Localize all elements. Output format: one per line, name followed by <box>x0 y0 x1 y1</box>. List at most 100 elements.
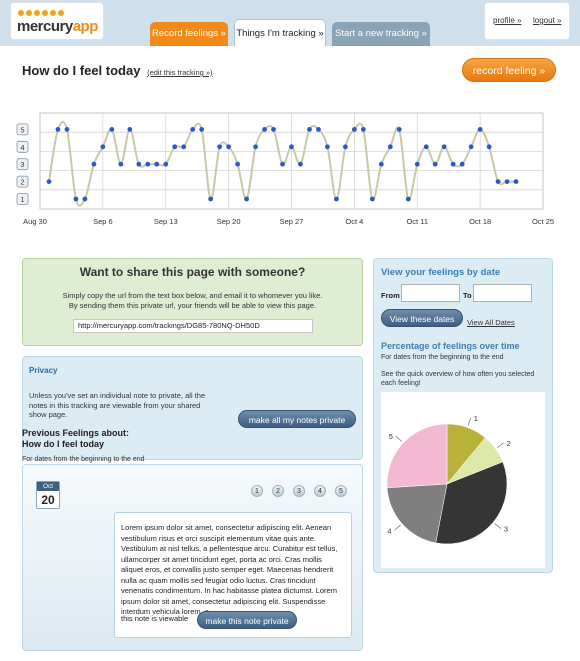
share-url-field[interactable]: http://mercuryapp.com/trackings/DG85-780… <box>73 319 313 333</box>
chart-data-point[interactable] <box>244 196 249 202</box>
calendar-icon: Oct 20 <box>36 481 60 509</box>
feelings-pie-chart: 1 2 3 4 5 <box>386 414 511 545</box>
rating-2-button[interactable]: 2 <box>272 485 284 497</box>
from-label: From <box>381 291 400 300</box>
view-all-dates-link[interactable]: View All Dates <box>467 318 515 327</box>
chart-data-point[interactable] <box>145 161 151 167</box>
chart-data-point[interactable] <box>423 144 429 150</box>
rating-1-button[interactable]: 1 <box>251 485 263 497</box>
chart-data-point[interactable] <box>504 179 510 184</box>
tab-start-new-tracking[interactable]: Start a new tracking » <box>332 22 430 46</box>
chart-x-tick-label: Sep 6 <box>93 217 113 226</box>
chart-data-point[interactable] <box>378 161 384 167</box>
chart-data-point[interactable] <box>486 144 492 150</box>
chart-data-point[interactable] <box>298 161 303 167</box>
edit-tracking-link[interactable]: (edit this tracking ») <box>147 68 213 77</box>
chart-data-point[interactable] <box>289 144 294 150</box>
make-note-private-button[interactable]: make this note private <box>197 611 297 629</box>
chart-data-point[interactable] <box>91 161 97 167</box>
chart-data-point[interactable] <box>208 196 214 202</box>
chart-data-point[interactable] <box>334 196 339 202</box>
chart-data-point[interactable] <box>405 196 411 202</box>
pie-label-leader <box>494 523 502 529</box>
pie-label-leader <box>395 435 403 442</box>
chart-data-point[interactable] <box>432 161 438 167</box>
chart-data-point[interactable] <box>271 127 276 132</box>
rating-5-button[interactable]: 5 <box>335 485 347 497</box>
chart-data-point[interactable] <box>127 127 133 132</box>
account-box: profile » logout » <box>484 2 570 40</box>
pie-label-leader <box>467 418 471 426</box>
chart-data-point[interactable] <box>369 196 375 202</box>
chart-data-point[interactable] <box>235 161 241 167</box>
privacy-panel: Privacy Unless you've set an individual … <box>22 356 363 460</box>
chart-data-point[interactable] <box>64 127 70 132</box>
chart-data-point[interactable] <box>387 144 393 150</box>
tracking-title: How do I feel today <box>22 63 141 78</box>
pie-label: 1 <box>474 414 478 423</box>
chart-data-point[interactable] <box>181 144 187 150</box>
profile-link[interactable]: profile » <box>493 16 522 25</box>
rating-3-button[interactable]: 3 <box>293 485 305 497</box>
mercuryapp-logo[interactable]: mercuryapp <box>10 2 104 40</box>
chart-data-point[interactable] <box>513 179 519 184</box>
chart-data-point[interactable] <box>73 196 79 202</box>
from-date-input[interactable] <box>401 284 460 302</box>
to-label: To <box>463 291 472 300</box>
chart-data-point[interactable] <box>351 127 357 132</box>
chart-data-point[interactable] <box>226 144 232 150</box>
chart-data-point[interactable] <box>136 161 142 167</box>
chart-x-tick-label: Sep 13 <box>154 217 178 226</box>
percentage-description: See the quick overview of how often you … <box>381 371 535 387</box>
chart-data-point[interactable] <box>55 127 61 132</box>
chart-data-point[interactable] <box>262 127 267 132</box>
rating-4-button[interactable]: 4 <box>314 485 326 497</box>
pie-label-leader <box>394 524 401 531</box>
chart-data-point[interactable] <box>154 161 160 167</box>
chart-data-point[interactable] <box>495 179 501 184</box>
feelings-line-chart: Aug 30 Sep 6 Sep 13 Sep 20 Sep 27 Oct 4 Oct 11… <box>16 112 554 226</box>
chart-data-point[interactable] <box>459 161 465 167</box>
chart-data-point[interactable] <box>316 127 321 132</box>
chart-data-point[interactable] <box>468 144 474 150</box>
chart-data-point[interactable] <box>342 144 348 150</box>
chart-data-point[interactable] <box>46 179 52 184</box>
calendar-day: 20 <box>41 493 55 507</box>
pie-chart-container: 1 2 3 4 5 <box>381 392 545 568</box>
chart-data-point[interactable] <box>82 196 88 202</box>
chart-y-tick-label: 2 <box>20 178 24 187</box>
pie-label: 5 <box>389 432 393 441</box>
to-date-input[interactable] <box>473 284 532 302</box>
chart-data-point[interactable] <box>280 161 285 167</box>
chart-data-point[interactable] <box>100 144 106 150</box>
logo-word-mercury: mercury <box>17 18 73 35</box>
main-content: How do I feel today (edit this tracking … <box>0 46 580 661</box>
chart-data-point[interactable] <box>325 144 330 150</box>
chart-data-point[interactable] <box>477 127 483 132</box>
chart-x-tick-label: Sep 20 <box>217 217 241 226</box>
percentage-subtitle: For dates from the beginning to the end <box>381 354 504 361</box>
tab-things-tracking[interactable]: Things I'm tracking » <box>234 19 326 47</box>
chart-data-point[interactable] <box>450 161 456 167</box>
view-these-dates-button[interactable]: View these dates <box>381 309 463 327</box>
chart-data-point[interactable] <box>414 161 420 167</box>
chart-data-point[interactable] <box>217 144 223 150</box>
chart-data-point[interactable] <box>199 127 205 132</box>
chart-data-point[interactable] <box>307 127 312 132</box>
tab-record-feelings[interactable]: Record feelings » <box>150 22 228 46</box>
make-all-notes-private-button[interactable]: make all my notes private <box>238 410 356 428</box>
logout-link[interactable]: logout » <box>533 16 562 25</box>
chart-x-tick-label: Aug 30 <box>23 217 47 226</box>
chart-data-point[interactable] <box>118 161 124 167</box>
chart-data-point[interactable] <box>253 144 258 150</box>
chart-y-tick-label: 1 <box>20 195 24 204</box>
chart-data-point[interactable] <box>190 127 196 132</box>
chart-data-point[interactable] <box>172 144 178 150</box>
chart-data-point[interactable] <box>109 127 115 132</box>
record-feeling-button[interactable]: record feeling » <box>462 58 556 82</box>
chart-data-point[interactable] <box>360 127 366 132</box>
chart-data-point[interactable] <box>396 127 402 132</box>
chart-y-tick-badge <box>16 175 29 188</box>
chart-data-point[interactable] <box>441 144 447 150</box>
chart-data-point[interactable] <box>163 161 169 167</box>
